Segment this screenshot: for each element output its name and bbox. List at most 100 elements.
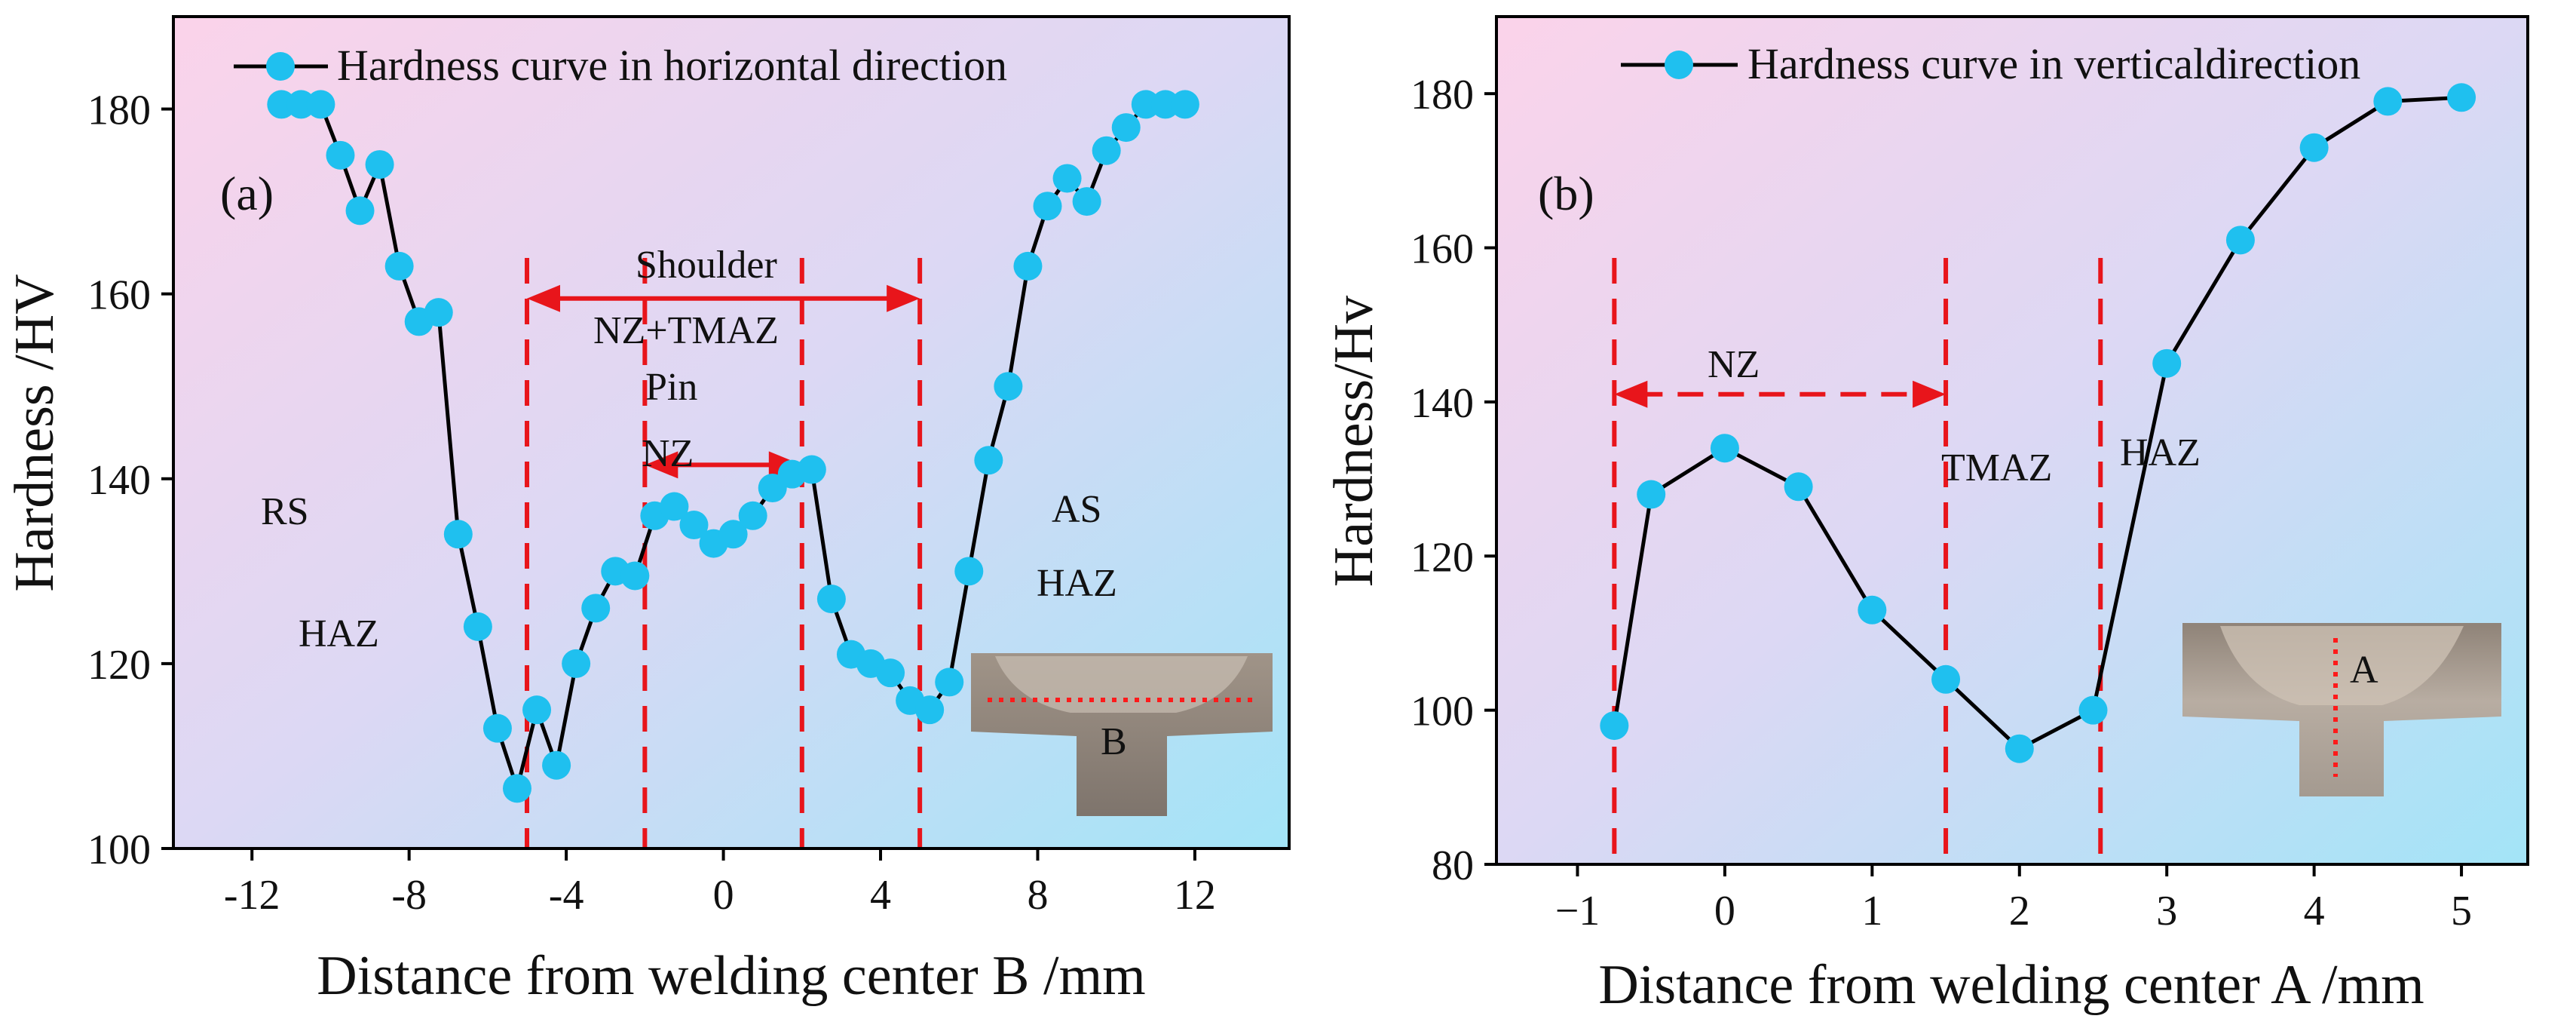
data-point-b-2 bbox=[1710, 434, 1739, 463]
anno-haz-left: HAZ bbox=[299, 612, 379, 655]
data-point-b-12 bbox=[2447, 83, 2476, 112]
data-point-a-1 bbox=[286, 90, 316, 119]
data-point-a-4 bbox=[345, 196, 375, 226]
x-tick-label-b-0: −1 bbox=[1555, 888, 1600, 934]
data-point-a-14 bbox=[542, 750, 571, 780]
anno-rs: RS bbox=[261, 490, 309, 533]
data-point-a-28 bbox=[816, 585, 846, 614]
axes-frame-b bbox=[1495, 15, 2529, 866]
legend-b: Hardness curve in verticaldirection bbox=[1621, 39, 2360, 88]
panel-b: A NZ TMAZ HAZ (b) Hardness curve in vert… bbox=[1323, 15, 2529, 1016]
data-point-a-13 bbox=[522, 695, 552, 725]
y-tick-label-b-4: 160 bbox=[1411, 226, 1474, 273]
data-point-a-41 bbox=[1072, 187, 1101, 216]
anno-nz-b: NZ bbox=[1708, 343, 1760, 386]
inset-image-b: B bbox=[971, 653, 1273, 816]
data-point-b-3 bbox=[1784, 472, 1813, 502]
data-point-a-5 bbox=[365, 150, 394, 180]
markers-a bbox=[267, 90, 1199, 803]
y-axis-title-a: Hardness /HV bbox=[4, 274, 66, 591]
data-point-b-4 bbox=[1858, 595, 1887, 624]
anno-shoulder: Shoulder bbox=[636, 244, 777, 287]
anno-haz-right: HAZ bbox=[1037, 562, 1117, 605]
data-point-a-27 bbox=[797, 455, 826, 484]
x-tick-label-b-1: 0 bbox=[1714, 888, 1735, 934]
inset-label-b: B bbox=[1101, 720, 1127, 763]
span-arrowhead-right-b-0 bbox=[1913, 380, 1947, 408]
data-point-a-20 bbox=[660, 492, 689, 521]
y-tick-label-b-0: 80 bbox=[1432, 842, 1474, 889]
data-point-b-10 bbox=[2299, 133, 2329, 162]
anno-nz-a: NZ bbox=[642, 432, 694, 475]
data-point-a-40 bbox=[1052, 164, 1082, 193]
data-point-a-44 bbox=[1131, 90, 1160, 119]
anno-pin: Pin bbox=[645, 366, 697, 409]
data-point-a-42 bbox=[1092, 136, 1121, 165]
x-tick-label-a-1: -8 bbox=[391, 872, 427, 919]
ticks-b: −1 0 1 2 3 4 5 80 100 120 140 160 180 bbox=[1411, 72, 2472, 934]
legend-marker-b bbox=[1665, 51, 1693, 79]
data-point-a-34 bbox=[935, 667, 964, 697]
reference-lines-b bbox=[1612, 258, 2103, 864]
data-point-b-5 bbox=[1931, 664, 1961, 694]
y-tick-label-a-2: 140 bbox=[87, 457, 151, 504]
x-tick-label-a-4: 4 bbox=[870, 872, 891, 919]
data-point-a-18 bbox=[620, 561, 650, 591]
data-point-a-8 bbox=[424, 298, 453, 327]
y-tick-label-b-3: 140 bbox=[1411, 380, 1474, 427]
data-point-a-2 bbox=[306, 90, 335, 119]
x-tick-label-a-6: 12 bbox=[1174, 872, 1216, 919]
markers-b bbox=[1600, 83, 2476, 763]
data-point-a-24 bbox=[738, 501, 767, 530]
data-point-a-23 bbox=[718, 520, 748, 549]
data-point-a-10 bbox=[463, 612, 492, 641]
data-point-b-9 bbox=[2225, 226, 2255, 255]
data-point-a-15 bbox=[562, 649, 591, 678]
span-arrowhead-left-a-1 bbox=[645, 451, 678, 479]
span-arrowhead-left-b-0 bbox=[1614, 380, 1648, 408]
data-point-a-46 bbox=[1170, 90, 1199, 119]
anno-as: AS bbox=[1052, 488, 1101, 531]
x-tick-label-a-5: 8 bbox=[1027, 872, 1048, 919]
x-axis-title-b: Distance from welding center A /mm bbox=[1598, 954, 2424, 1016]
y-tick-label-a-1: 120 bbox=[87, 642, 151, 689]
data-point-a-3 bbox=[326, 140, 355, 170]
data-point-a-21 bbox=[679, 511, 709, 540]
data-point-a-38 bbox=[1013, 251, 1043, 281]
data-point-b-11 bbox=[2373, 87, 2403, 116]
legend-a: Hardness curve in horizontal direction bbox=[234, 41, 1007, 90]
data-point-b-7 bbox=[2078, 695, 2108, 725]
inset-label-a: A bbox=[2350, 649, 2378, 692]
x-tick-label-b-5: 4 bbox=[2304, 888, 2325, 934]
anno-haz-b: HAZ bbox=[2120, 431, 2201, 474]
panel-a: B Shoulder NZ+TMAZ Pin NZ RS HAZ AS HAZ … bbox=[4, 15, 1291, 1007]
spans-b bbox=[1614, 380, 1947, 408]
y-tick-label-a-0: 100 bbox=[87, 827, 151, 873]
data-point-a-9 bbox=[443, 520, 473, 549]
data-point-a-45 bbox=[1150, 90, 1180, 119]
x-tick-label-b-6: 5 bbox=[2451, 888, 2472, 934]
data-point-a-16 bbox=[581, 594, 611, 623]
y-tick-label-b-2: 120 bbox=[1411, 534, 1474, 581]
legend-label-a: Hardness curve in horizontal direction bbox=[337, 41, 1007, 90]
y-tick-label-b-5: 180 bbox=[1411, 72, 1474, 118]
span-arrowhead-left-a-0 bbox=[527, 284, 561, 312]
panel-label-b: (b) bbox=[1538, 167, 1594, 220]
data-point-a-31 bbox=[876, 658, 905, 688]
data-point-b-0 bbox=[1600, 711, 1629, 741]
anno-nz-tmaz: NZ+TMAZ bbox=[593, 309, 779, 352]
data-point-a-11 bbox=[482, 713, 512, 743]
legend-label-b: Hardness curve in verticaldirection bbox=[1747, 39, 2360, 88]
x-tick-label-a-2: -4 bbox=[549, 872, 584, 919]
y-tick-label-a-3: 160 bbox=[87, 272, 151, 319]
y-tick-label-a-4: 180 bbox=[87, 87, 151, 134]
y-axis-title-b: Hardness/Hv bbox=[1323, 296, 1385, 587]
x-tick-label-b-4: 3 bbox=[2156, 888, 2177, 934]
data-point-a-0 bbox=[267, 90, 296, 119]
data-point-b-1 bbox=[1637, 480, 1666, 509]
data-point-a-43 bbox=[1111, 113, 1141, 143]
data-point-a-39 bbox=[1033, 192, 1062, 221]
data-point-a-12 bbox=[502, 774, 531, 803]
x-tick-label-b-3: 2 bbox=[2009, 888, 2030, 934]
